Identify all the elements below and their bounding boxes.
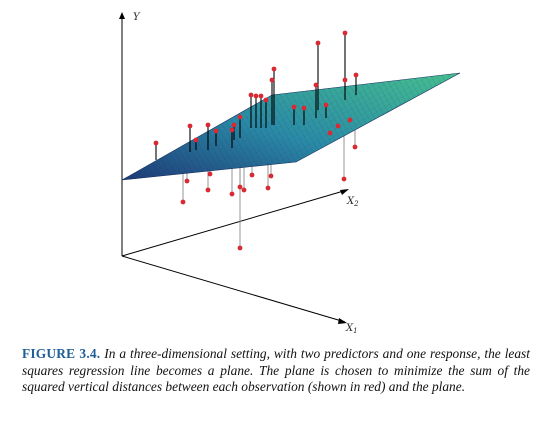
observation-point (229, 191, 235, 197)
observation-point (258, 93, 264, 99)
observation-point (193, 137, 199, 143)
observation-point (313, 82, 319, 88)
observation-point (265, 185, 271, 191)
caption-text: In a three-dimensional setting, with two… (22, 346, 530, 394)
observation-point (237, 114, 243, 120)
observation-points (153, 30, 359, 251)
regression-plane (121, 72, 461, 181)
regression-plane-figure: Y X1 X2 (119, 12, 461, 335)
observation-point (315, 40, 321, 46)
x2-axis-line (121, 189, 348, 257)
y-axis-arrow (119, 12, 125, 19)
x2-axis-arrow (340, 189, 349, 195)
observation-point (352, 144, 358, 150)
observation-point (301, 105, 307, 111)
observation-point (353, 72, 359, 78)
x2-axis-label: X2 (346, 196, 359, 208)
observation-point (263, 97, 269, 103)
observation-point (291, 104, 297, 110)
axes: Y X1 X2 (119, 12, 359, 335)
observation-point (229, 127, 235, 133)
observation-point (269, 77, 275, 83)
figure-caption: FIGURE 3.4. In a three-dimensional setti… (22, 346, 530, 396)
observation-point (253, 93, 259, 99)
observation-point (327, 130, 333, 136)
observation-point (341, 176, 347, 182)
figure-label: FIGURE 3.4. (22, 346, 101, 361)
residual-lines-front (155, 33, 357, 160)
observation-point (249, 172, 255, 178)
observation-point (347, 117, 353, 123)
x1-axis-line (121, 255, 346, 323)
observation-point (187, 123, 193, 129)
observation-point (335, 123, 341, 129)
observation-point (205, 187, 211, 193)
observation-point (268, 173, 274, 179)
observation-point (241, 187, 247, 193)
observation-point (153, 140, 159, 146)
observation-point (237, 245, 243, 251)
observation-point (248, 92, 254, 98)
y-axis-label: Y (133, 12, 141, 23)
observation-point (231, 122, 237, 128)
observation-point (184, 178, 190, 184)
observation-point (342, 77, 348, 83)
observation-point (205, 122, 211, 128)
x1-axis-arrow (338, 318, 347, 324)
observation-point (180, 199, 186, 205)
observation-point (213, 128, 219, 134)
observation-point (207, 171, 213, 177)
x1-axis-label: X1 (345, 323, 358, 335)
plane-mesh (122, 73, 460, 180)
observation-point (342, 30, 348, 36)
observation-point (323, 102, 329, 108)
observation-point (271, 66, 277, 72)
observation-point (237, 184, 243, 190)
